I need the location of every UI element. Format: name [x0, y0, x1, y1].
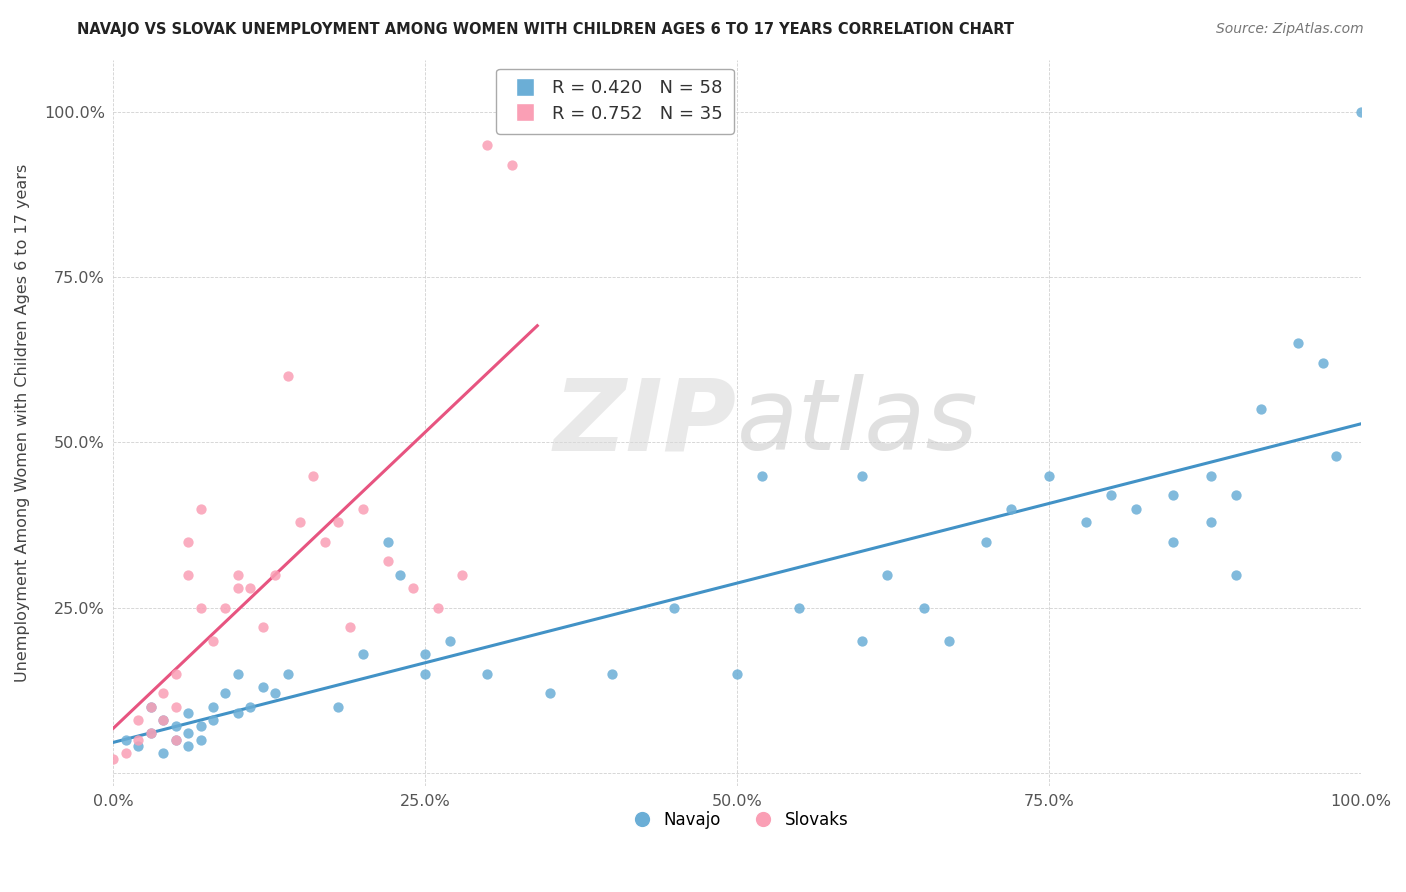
Point — [152, 713, 174, 727]
Point — [600, 666, 623, 681]
Point — [277, 666, 299, 681]
Point — [439, 633, 461, 648]
Point — [152, 746, 174, 760]
Point — [938, 633, 960, 648]
Point — [252, 680, 274, 694]
Point — [252, 620, 274, 634]
Point — [165, 699, 187, 714]
Point — [787, 600, 810, 615]
Point — [976, 534, 998, 549]
Point — [1350, 105, 1372, 120]
Point — [165, 666, 187, 681]
Point — [1286, 336, 1309, 351]
Point — [290, 515, 312, 529]
Point — [139, 726, 162, 740]
Point — [477, 666, 499, 681]
Point — [139, 699, 162, 714]
Point — [912, 600, 935, 615]
Point — [190, 719, 212, 733]
Point — [177, 739, 200, 754]
Point — [1225, 567, 1247, 582]
Point — [114, 732, 136, 747]
Point — [152, 713, 174, 727]
Point — [190, 732, 212, 747]
Point — [326, 515, 349, 529]
Point — [725, 666, 748, 681]
Point — [1312, 356, 1334, 370]
Point — [139, 699, 162, 714]
Point — [1000, 501, 1022, 516]
Point — [377, 554, 399, 568]
Point — [389, 567, 412, 582]
Point — [1250, 402, 1272, 417]
Point — [401, 581, 423, 595]
Point — [165, 719, 187, 733]
Point — [127, 713, 149, 727]
Point — [114, 746, 136, 760]
Point — [1199, 468, 1222, 483]
Point — [239, 581, 262, 595]
Point — [751, 468, 773, 483]
Point — [413, 647, 436, 661]
Point — [352, 501, 374, 516]
Point — [664, 600, 686, 615]
Point — [177, 726, 200, 740]
Point — [1163, 534, 1185, 549]
Point — [301, 468, 323, 483]
Point — [501, 158, 523, 172]
Point — [851, 468, 873, 483]
Point — [177, 567, 200, 582]
Text: NAVAJO VS SLOVAK UNEMPLOYMENT AMONG WOMEN WITH CHILDREN AGES 6 TO 17 YEARS CORRE: NAVAJO VS SLOVAK UNEMPLOYMENT AMONG WOME… — [77, 22, 1014, 37]
Point — [226, 581, 249, 595]
Point — [226, 706, 249, 721]
Point — [1225, 488, 1247, 502]
Text: atlas: atlas — [737, 374, 979, 471]
Text: Source: ZipAtlas.com: Source: ZipAtlas.com — [1216, 22, 1364, 37]
Point — [314, 534, 336, 549]
Point — [103, 752, 125, 766]
Point — [264, 686, 287, 700]
Point — [352, 647, 374, 661]
Point — [127, 739, 149, 754]
Point — [538, 686, 561, 700]
Point — [152, 686, 174, 700]
Point — [1099, 488, 1122, 502]
Point — [239, 699, 262, 714]
Legend: Navajo, Slovaks: Navajo, Slovaks — [619, 805, 855, 836]
Point — [201, 633, 224, 648]
Point — [226, 567, 249, 582]
Point — [177, 706, 200, 721]
Point — [226, 666, 249, 681]
Point — [214, 600, 236, 615]
Point — [377, 534, 399, 549]
Point — [1125, 501, 1147, 516]
Point — [1199, 515, 1222, 529]
Point — [326, 699, 349, 714]
Point — [451, 567, 474, 582]
Point — [201, 713, 224, 727]
Point — [339, 620, 361, 634]
Point — [1038, 468, 1060, 483]
Point — [1324, 449, 1347, 463]
Point — [165, 732, 187, 747]
Point — [214, 686, 236, 700]
Text: ZIP: ZIP — [554, 374, 737, 471]
Point — [477, 138, 499, 153]
Point — [264, 567, 287, 582]
Point — [177, 534, 200, 549]
Point — [277, 369, 299, 384]
Point — [190, 600, 212, 615]
Point — [426, 600, 449, 615]
Y-axis label: Unemployment Among Women with Children Ages 6 to 17 years: Unemployment Among Women with Children A… — [15, 163, 30, 681]
Point — [1074, 515, 1097, 529]
Point — [127, 732, 149, 747]
Point — [876, 567, 898, 582]
Point — [190, 501, 212, 516]
Point — [413, 666, 436, 681]
Point — [139, 726, 162, 740]
Point — [1163, 488, 1185, 502]
Point — [851, 633, 873, 648]
Point — [201, 699, 224, 714]
Point — [165, 732, 187, 747]
